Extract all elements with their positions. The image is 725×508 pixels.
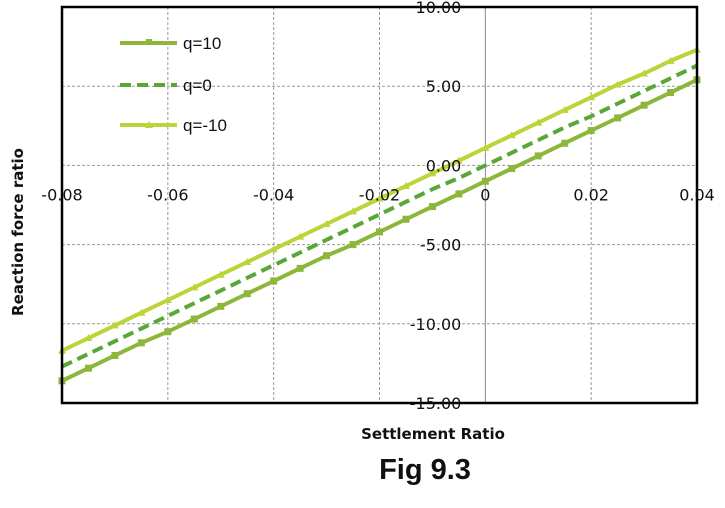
grid-lines	[61, 6, 698, 404]
square-marker	[84, 364, 92, 372]
square-marker	[164, 328, 172, 336]
y-tick-label: -10.00	[410, 315, 462, 334]
triangle-marker	[587, 93, 596, 101]
square-marker	[481, 177, 489, 185]
square-marker	[323, 252, 331, 260]
triangle-marker	[401, 181, 410, 189]
square-marker	[508, 165, 516, 173]
square-marker	[534, 152, 542, 160]
legend: q=10 q=0 q=-10	[120, 34, 227, 135]
triangle-marker	[666, 56, 675, 64]
y-axis-title: Reaction force ratio	[9, 148, 27, 316]
triangle-marker	[296, 232, 305, 240]
x-tick-label: 0.04	[679, 185, 715, 204]
triangle-marker	[216, 270, 225, 278]
square-marker	[190, 315, 198, 323]
triangle-marker	[110, 321, 119, 329]
x-tick-label: -0.08	[41, 185, 82, 204]
square-marker	[640, 101, 648, 109]
triangle-marker	[560, 105, 569, 113]
x-tick-label: -0.04	[253, 185, 294, 204]
triangle-marker	[481, 143, 490, 151]
triangle-marker	[375, 194, 384, 202]
square-marker	[137, 339, 145, 347]
triangle-marker	[243, 258, 252, 266]
y-tick-label: 5.00	[426, 77, 462, 96]
x-tick-label: -0.06	[147, 185, 188, 204]
x-tick-label: 0	[480, 185, 490, 204]
triangle-marker	[534, 118, 543, 126]
plot-frame	[60, 5, 699, 405]
triangle-marker	[84, 334, 93, 342]
triangle-marker	[269, 245, 278, 253]
legend-label: q=10	[183, 34, 221, 53]
triangle-marker	[349, 207, 358, 215]
triangle-marker	[190, 283, 199, 291]
triangle-marker	[428, 169, 437, 177]
legend-square-icon	[146, 39, 152, 45]
square-marker	[455, 190, 463, 198]
data-series	[58, 45, 701, 385]
triangle-marker	[640, 69, 649, 77]
square-marker	[349, 241, 357, 249]
triangle-marker	[454, 156, 463, 164]
square-marker	[270, 277, 278, 285]
triangle-marker	[322, 220, 331, 228]
square-marker	[376, 228, 383, 236]
y-tick-label: -15.00	[410, 394, 462, 413]
legend-triangle-icon	[145, 121, 153, 128]
legend-label: q=0	[183, 76, 212, 95]
square-marker	[587, 127, 595, 135]
square-marker	[111, 351, 119, 359]
tick-labels: -0.08 -0.06 -0.04 -0.02 0 0.02 0.04 10.00 5.00 0.…	[41, 0, 715, 413]
square-marker	[402, 215, 410, 223]
figure-caption: Fig 9.3	[379, 454, 471, 486]
square-marker	[217, 302, 225, 310]
triangle-marker	[613, 80, 622, 88]
square-marker	[243, 290, 251, 298]
square-marker	[296, 264, 304, 272]
x-axis-title: Settlement Ratio	[361, 425, 505, 443]
series-line-q=0	[61, 63, 698, 369]
triangle-marker	[163, 296, 172, 304]
square-marker	[561, 139, 569, 147]
y-tick-label: -5.00	[420, 236, 461, 255]
y-tick-label: 0.00	[426, 156, 462, 175]
legend-label: q=-10	[183, 116, 227, 135]
x-tick-label: -0.02	[359, 185, 400, 204]
square-marker	[667, 89, 675, 97]
triangle-marker	[137, 308, 146, 316]
x-tick-label: 0.02	[573, 185, 609, 204]
triangle-marker	[507, 131, 516, 139]
square-marker	[428, 203, 436, 211]
square-marker	[614, 114, 622, 122]
y-tick-label: 10.00	[416, 0, 462, 17]
